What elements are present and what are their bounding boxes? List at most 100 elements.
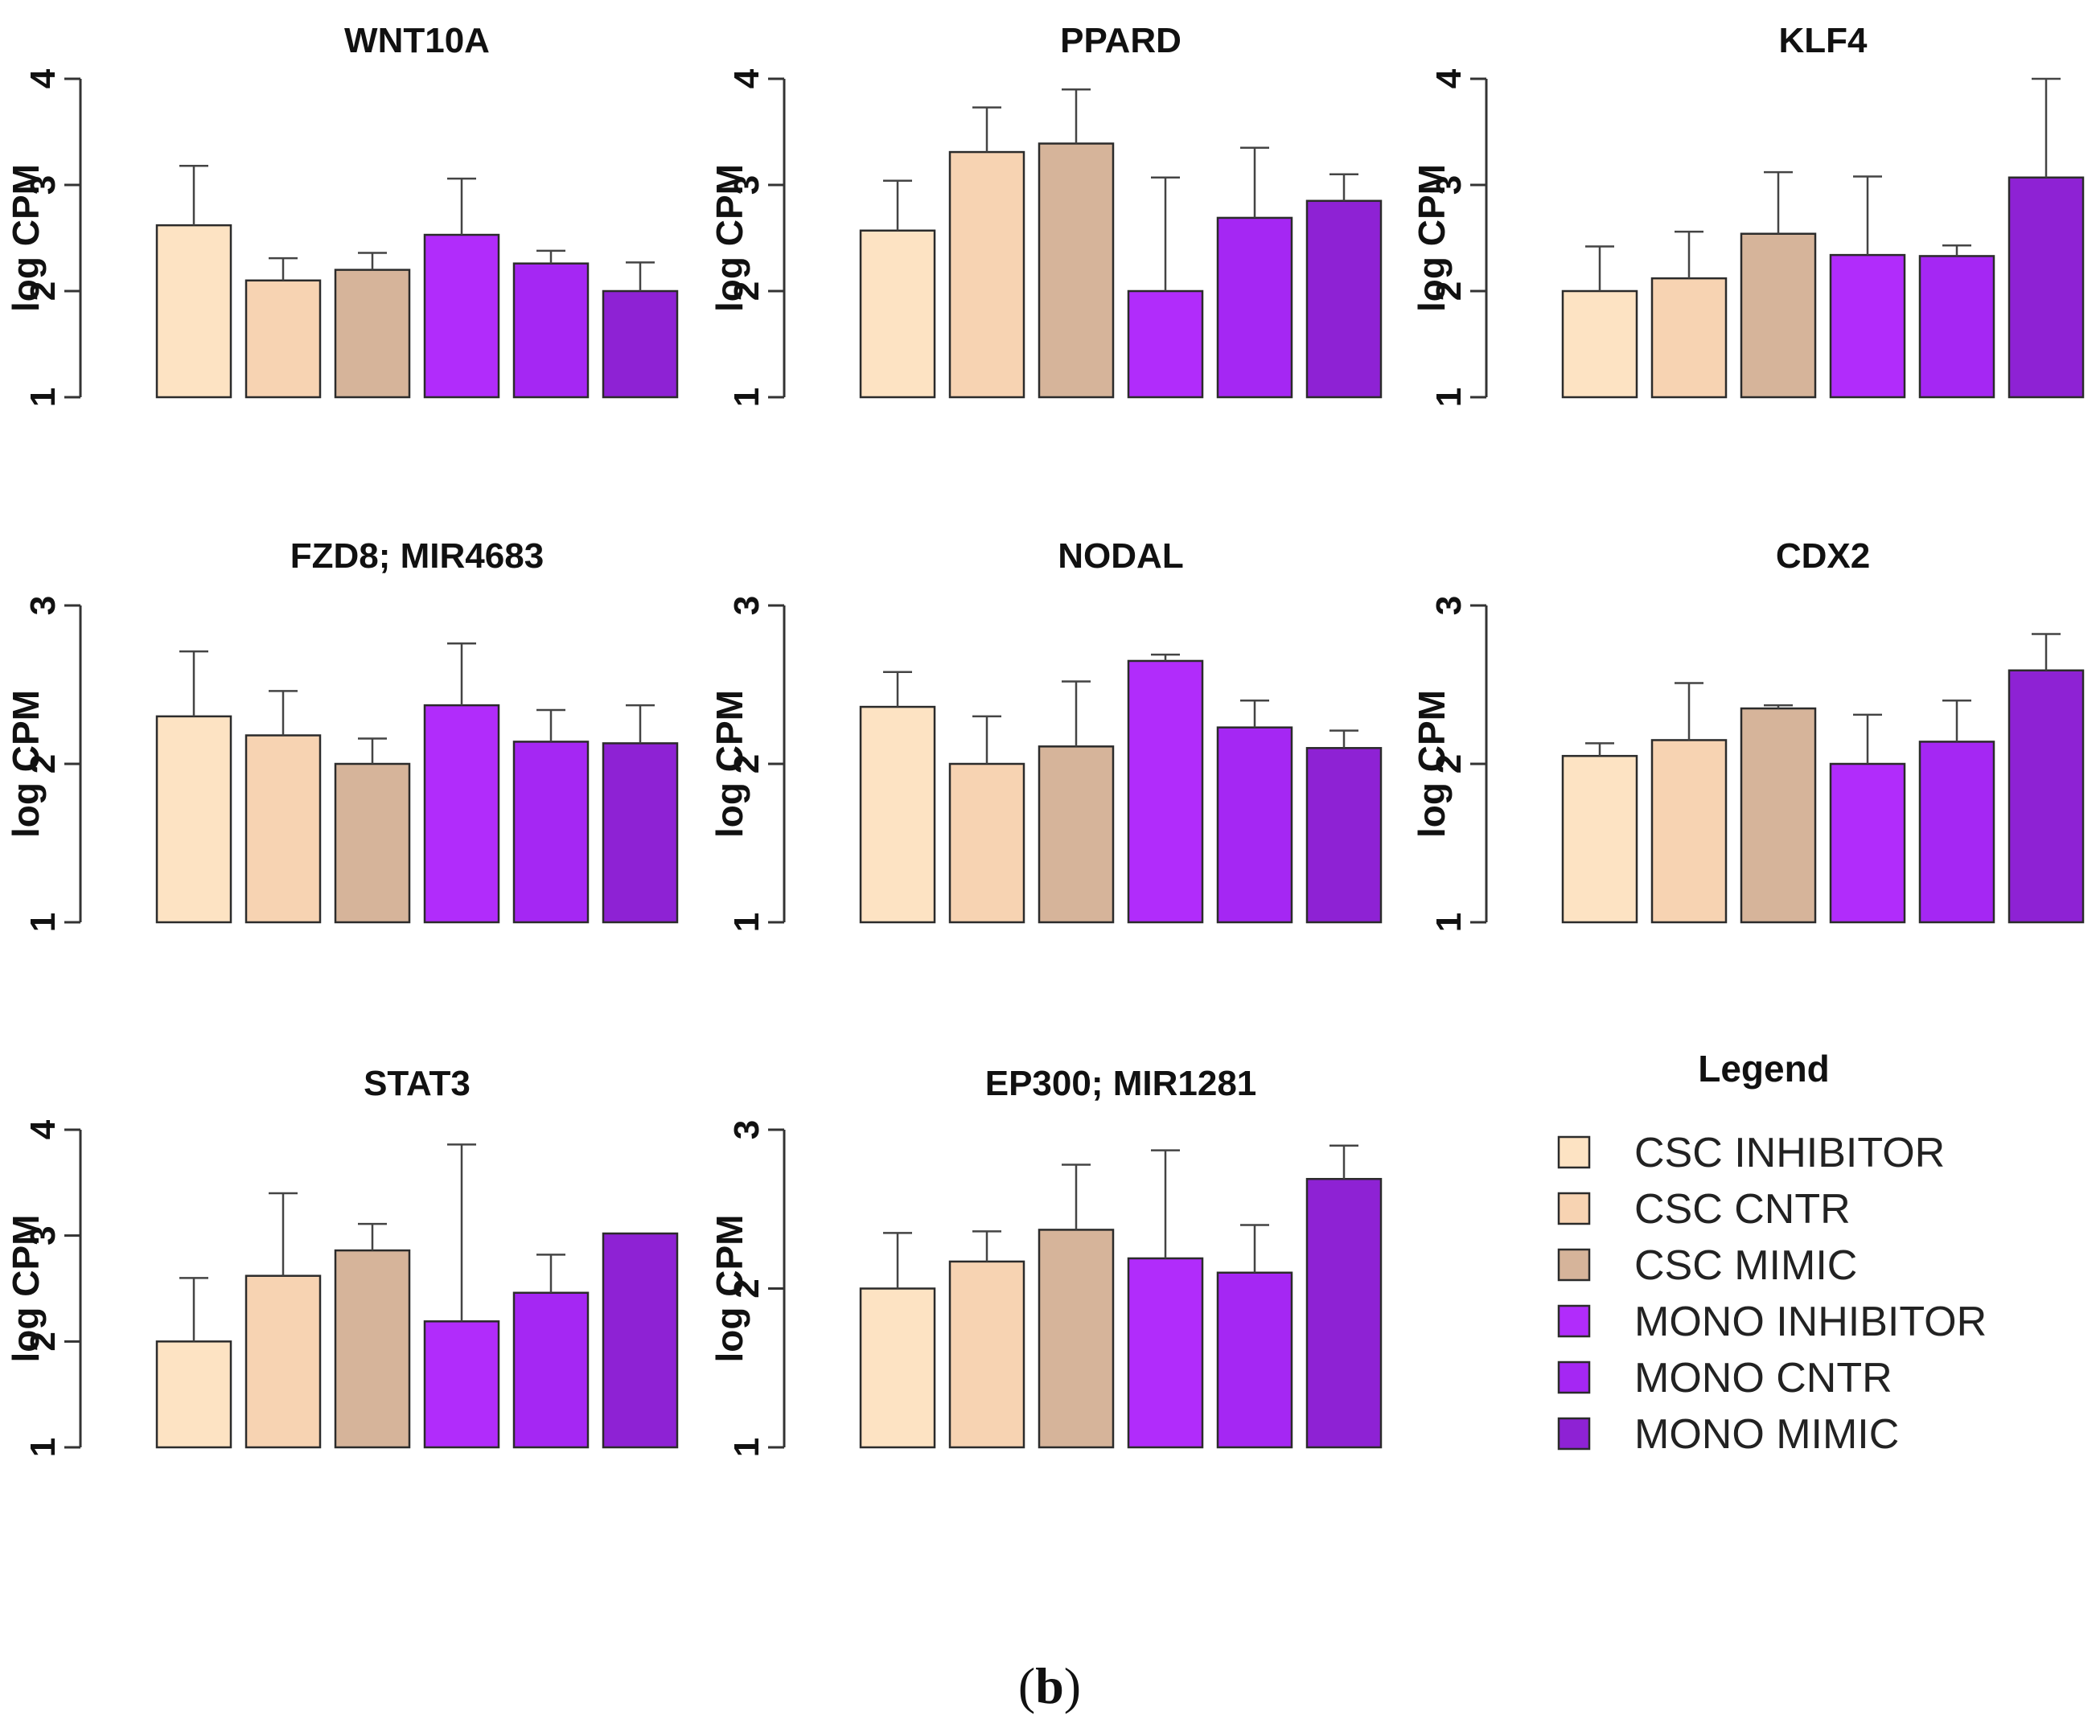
legend-swatch-mono-inhibitor xyxy=(1557,1304,1591,1338)
chart-stat3: STAT3 log CPM 1 2 3 4 xyxy=(5,1064,679,1457)
bar-csc-inhibitor xyxy=(1561,289,1638,399)
y-tick-label: 3 xyxy=(727,596,766,615)
panel-label-letter: b xyxy=(1035,1657,1064,1714)
bar-csc-cntr xyxy=(948,150,1025,399)
chart-title: EP300; MIR1281 xyxy=(985,1064,1257,1103)
bar-mono-inhibitor xyxy=(1127,289,1204,399)
bar-mono-mimic xyxy=(602,1232,679,1449)
bar-mono-cntr xyxy=(512,1291,590,1449)
bar-csc-mimic xyxy=(334,1249,411,1449)
bar-csc-cntr xyxy=(245,734,322,924)
panel-label-open: ( xyxy=(1018,1657,1035,1714)
y-tick-label: 1 xyxy=(727,1438,766,1457)
y-tick-label: 3 xyxy=(1429,175,1469,195)
bar-csc-mimic xyxy=(1740,707,1817,924)
y-tick-label: 2 xyxy=(727,754,766,774)
y-tick-label: 1 xyxy=(1429,388,1469,407)
legend-label-csc-cntr: CSC CNTR xyxy=(1634,1186,1851,1233)
legend-label-mono-cntr: MONO CNTR xyxy=(1634,1355,1892,1402)
bar-mono-inhibitor xyxy=(1829,253,1906,399)
y-tick-label: 3 xyxy=(727,175,766,195)
y-tick-label: 3 xyxy=(23,596,63,615)
bar-mono-cntr xyxy=(1918,255,1995,399)
bar-csc-inhibitor xyxy=(859,229,936,399)
bar-mono-cntr xyxy=(1216,726,1293,924)
bar-csc-inhibitor xyxy=(155,1340,232,1449)
chart-title: WNT10A xyxy=(344,21,490,60)
chart-ppard: PPARD log CPM 1 2 3 4 xyxy=(709,21,1383,407)
bar-mono-inhibitor xyxy=(423,233,500,399)
bar-csc-mimic xyxy=(1038,1229,1115,1449)
y-tick-label: 3 xyxy=(23,1225,63,1245)
y-tick-label: 2 xyxy=(23,754,63,774)
bar-csc-mimic xyxy=(334,269,411,399)
y-tick-label: 2 xyxy=(727,1278,766,1298)
y-tick-label: 1 xyxy=(727,388,766,407)
y-tick-label: 3 xyxy=(1429,596,1469,615)
chart-title: PPARD xyxy=(1060,21,1182,60)
bar-csc-inhibitor xyxy=(155,715,232,924)
y-axis-label: log CPM xyxy=(1411,164,1453,312)
chart-title: FZD8; MIR4683 xyxy=(290,536,544,576)
legend: Legend CSC INHIBITOR CSC CNTR CSC MIMIC MON… xyxy=(1557,1048,1987,1458)
y-axis-label: log CPM xyxy=(5,690,47,838)
bar-mono-cntr xyxy=(1216,1271,1293,1449)
y-tick-label: 2 xyxy=(1429,281,1469,301)
legend-label-mono-inhibitor: MONO INHIBITOR xyxy=(1634,1299,1987,1345)
y-tick-label: 2 xyxy=(23,1332,63,1351)
y-tick-label: 4 xyxy=(23,68,63,88)
y-tick-label: 4 xyxy=(1429,68,1469,88)
legend-swatch-mono-mimic xyxy=(1557,1417,1591,1451)
bar-mono-cntr xyxy=(512,262,590,399)
chart-wnt10a: WNT10A log CPM 1 2 3 4 xyxy=(5,21,679,407)
bar-csc-mimic xyxy=(334,762,411,924)
chart-title: KLF4 xyxy=(1779,21,1868,60)
legend-label-csc-inhibitor: CSC INHIBITOR xyxy=(1634,1130,1945,1176)
chart-klf4: KLF4 log CPM 1 2 3 4 xyxy=(1411,21,2085,407)
panel-label-close: ) xyxy=(1064,1657,1081,1714)
y-tick-label: 4 xyxy=(23,1119,63,1139)
y-tick-label: 2 xyxy=(727,281,766,301)
bar-mono-cntr xyxy=(1216,216,1293,399)
legend-label-csc-mimic: CSC MIMIC xyxy=(1634,1242,1857,1289)
bar-csc-cntr xyxy=(948,762,1025,924)
chart-title: NODAL xyxy=(1058,536,1183,576)
bar-csc-cntr xyxy=(1650,739,1728,924)
bar-mono-mimic xyxy=(2008,669,2085,924)
bar-mono-mimic xyxy=(602,289,679,399)
chart-title: CDX2 xyxy=(1776,536,1870,576)
chart-fzd8-mir4683: FZD8; MIR4683 log CPM 1 2 3 xyxy=(5,536,679,932)
bar-mono-inhibitor xyxy=(423,704,500,924)
bar-csc-mimic xyxy=(1038,745,1115,924)
legend-label-mono-mimic: MONO MIMIC xyxy=(1634,1411,1899,1458)
bar-mono-inhibitor xyxy=(1829,762,1906,924)
chart-nodal: NODAL log CPM 1 2 3 xyxy=(709,536,1383,932)
y-tick-label: 3 xyxy=(727,1120,766,1139)
y-tick-label: 1 xyxy=(23,913,63,932)
y-axis-label: log CPM xyxy=(5,164,47,312)
bar-mono-mimic xyxy=(1305,199,1383,399)
bar-csc-cntr xyxy=(948,1260,1025,1449)
y-tick-label: 3 xyxy=(23,175,63,195)
bar-mono-inhibitor xyxy=(1127,659,1204,924)
bar-csc-mimic xyxy=(1038,142,1115,399)
legend-swatch-csc-mimic xyxy=(1557,1248,1591,1282)
bar-mono-cntr xyxy=(1918,741,1995,924)
bar-csc-mimic xyxy=(1740,232,1817,399)
y-tick-label: 4 xyxy=(727,68,766,88)
bar-mono-mimic xyxy=(1305,1177,1383,1449)
y-axis-label: log CPM xyxy=(709,164,750,312)
bar-csc-inhibitor xyxy=(859,1287,936,1449)
bar-csc-cntr xyxy=(1650,277,1728,399)
bar-mono-mimic xyxy=(602,742,679,924)
panel-label: (b) xyxy=(1018,1657,1081,1714)
bar-csc-inhibitor xyxy=(859,705,936,924)
legend-swatch-csc-cntr xyxy=(1557,1192,1591,1225)
y-axis-label: log CPM xyxy=(709,1215,750,1363)
y-axis-label: log CPM xyxy=(5,1215,47,1363)
bar-mono-inhibitor xyxy=(1127,1257,1204,1449)
chart-title: STAT3 xyxy=(364,1064,471,1103)
bar-csc-inhibitor xyxy=(155,224,232,399)
legend-swatch-csc-inhibitor xyxy=(1557,1135,1591,1169)
